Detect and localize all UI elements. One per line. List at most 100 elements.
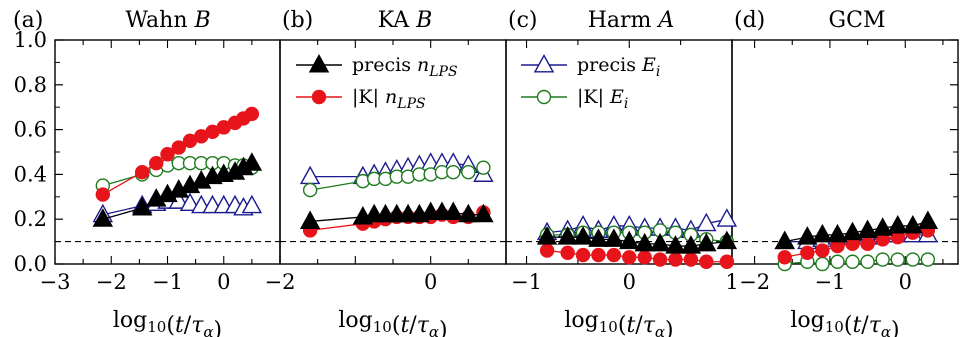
- data-point-precis-nlps: [572, 226, 594, 245]
- data-point-k-nlps: [683, 252, 699, 267]
- data-point-k-nlps: [699, 254, 714, 269]
- data-point-precis-nlps: [443, 201, 464, 221]
- panel-title: Harm A: [588, 8, 675, 33]
- legend-label-k-ei: |K| Ei: [577, 86, 628, 112]
- legend-marker-k-ei: [536, 89, 552, 105]
- data-point-k-ei: [446, 164, 461, 180]
- x-axis-label-part: (: [844, 313, 853, 337]
- x-axis-label-part: t: [852, 313, 861, 337]
- legend-label-text: precis: [352, 54, 417, 76]
- x-tick-label: 0: [899, 270, 912, 294]
- data-point-k-nlps: [777, 250, 792, 265]
- x-tick-label: 0: [217, 270, 230, 294]
- x-axis-label-part: α: [881, 323, 891, 337]
- panel-frame: [731, 39, 959, 265]
- x-axis-label: log10(t/τα): [564, 308, 673, 337]
- data-point-precis-nlps: [619, 230, 640, 250]
- data-point-k-ei: [860, 254, 875, 269]
- panel-title: GCM: [829, 8, 886, 33]
- x-tick-label: −1: [814, 270, 845, 294]
- legend-label-text: |K|: [352, 86, 385, 108]
- data-point-precis-nlps: [716, 230, 738, 250]
- panel-label: (c): [508, 8, 538, 33]
- x-axis-label: log10(t/τα): [790, 308, 899, 337]
- data-point-precis-nlps: [92, 208, 114, 227]
- x-axis-label: log10(t/τα): [113, 308, 222, 337]
- x-axis-label-part: t: [175, 313, 184, 337]
- legend-label-k-nlps: |K| nLPS: [352, 86, 426, 112]
- panel-d: [774, 210, 939, 272]
- data-point-k-ei: [905, 252, 920, 267]
- data-point-precis-nlps: [774, 230, 795, 250]
- data-point-precis-nlps: [588, 228, 609, 247]
- data-point-precis-nlps: [634, 232, 655, 252]
- legend-label-variable: n: [417, 54, 429, 76]
- x-axis-label-part: log: [564, 308, 598, 333]
- legend-label-variable: E: [609, 86, 624, 108]
- y-tick-label: 0.0: [14, 252, 47, 276]
- legend-label-variable: n: [385, 86, 397, 108]
- panel-title: Wahn B: [125, 8, 210, 33]
- x-tick-label: −2: [96, 270, 127, 294]
- data-point-precis-ei: [696, 212, 717, 232]
- data-point-k-nlps: [860, 236, 875, 252]
- x-axis-label-part: /: [409, 313, 417, 337]
- x-axis-label-part: 10: [147, 318, 166, 336]
- x-axis-label-part: ): [891, 318, 900, 337]
- y-tick-label: 0.4: [14, 162, 47, 186]
- x-axis-label-part: α: [429, 323, 439, 337]
- y-tick-label: 0.2: [14, 207, 47, 231]
- data-point-k-nlps: [815, 243, 830, 258]
- legend-label-subscript: i: [624, 96, 628, 112]
- x-axis-label-part: (: [392, 313, 401, 337]
- panel-c: [536, 208, 738, 269]
- data-point-k-nlps: [591, 247, 606, 263]
- data-point-precis-nlps: [696, 232, 717, 252]
- data-point-k-nlps: [652, 252, 668, 267]
- data-point-precis-ei: [241, 194, 263, 214]
- data-point-precis-nlps: [857, 219, 878, 238]
- data-point-k-nlps: [244, 106, 260, 122]
- data-point-precis-nlps: [887, 214, 908, 234]
- x-axis-label-part: /: [184, 313, 192, 337]
- data-point-precis-ei: [299, 165, 321, 185]
- legend-marker-k-nlps: [311, 89, 327, 105]
- panel-label: (b): [282, 8, 313, 33]
- data-point-k-ei: [875, 252, 890, 267]
- x-axis-label-part: t: [400, 313, 409, 337]
- panel-title-part: A: [651, 8, 674, 33]
- data-point-precis-nlps: [603, 228, 625, 247]
- legend-label-variable: E: [641, 54, 656, 76]
- panel-title-part: KA: [378, 8, 411, 33]
- series-line-precis-nlps: [784, 220, 929, 243]
- x-tick-label: 0: [424, 270, 437, 294]
- data-point-precis-nlps: [917, 210, 939, 229]
- data-point-precis-nlps: [827, 223, 848, 243]
- x-axis-label-part: /: [861, 313, 869, 337]
- data-point-precis-nlps: [299, 210, 321, 229]
- data-point-k-nlps: [800, 245, 815, 261]
- data-point-precis-nlps: [872, 217, 893, 236]
- x-tick-label: −3: [40, 270, 71, 294]
- data-point-precis-ei: [716, 208, 738, 227]
- data-point-k-nlps: [134, 164, 150, 180]
- x-axis-label-part: /: [635, 313, 643, 337]
- x-axis-label-part: log: [790, 308, 824, 333]
- data-point-k-nlps: [171, 140, 186, 155]
- x-tick-label: −2: [739, 270, 770, 294]
- data-point-precis-nlps: [812, 223, 833, 243]
- data-point-precis-nlps: [536, 226, 558, 245]
- data-point-precis-nlps: [842, 221, 863, 241]
- data-point-k-nlps: [606, 247, 622, 263]
- panel-title-part: Harm: [588, 8, 652, 33]
- data-point-k-nlps: [719, 254, 735, 269]
- panel-title-part: GCM: [829, 8, 886, 33]
- data-point-k-ei: [890, 252, 905, 267]
- data-point-k-ei: [302, 182, 318, 198]
- x-axis-label-part: τ: [191, 313, 204, 337]
- x-axis-label-part: α: [655, 323, 665, 337]
- data-point-k-nlps: [637, 250, 652, 265]
- data-point-k-ei: [830, 254, 845, 269]
- series-line-k-nlps: [784, 229, 928, 258]
- x-tick-label: 1: [725, 270, 738, 294]
